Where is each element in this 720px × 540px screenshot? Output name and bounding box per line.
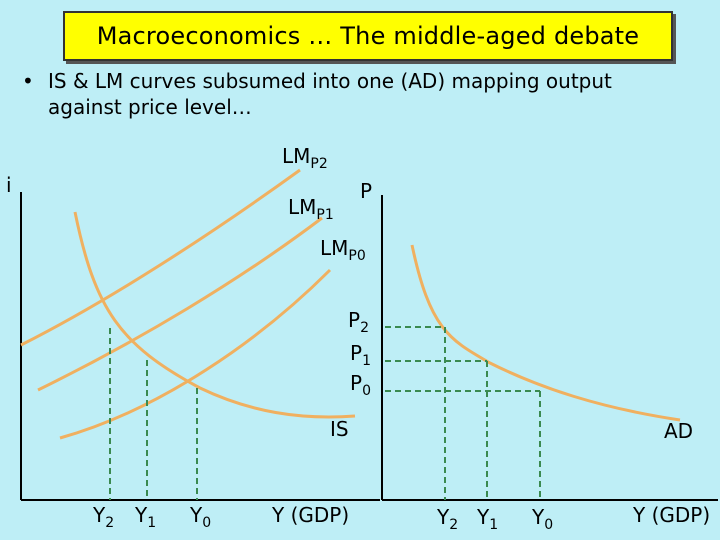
price-label-p1: P1 [350,341,371,369]
lm-p1-label: LMP1 [288,195,334,223]
bullet-text-line1: IS & LM curves subsumed into one (AD) ma… [48,69,612,93]
bullet-point: • IS & LM curves subsumed into one (AD) m… [22,68,712,120]
price-label-p2: P2 [348,308,369,336]
lm-p2-label: LMP2 [282,144,328,172]
right-tick-y2: Y2 [436,505,458,533]
lm-p1-curve [37,216,323,392]
bullet-text-line2: against price level… [48,95,252,119]
left-tick-y1: Y1 [134,503,156,531]
right-y-axis-label: P [360,179,372,203]
right-ad-panel: P P2 P1 P0 AD Y2 Y1 Y0 Y (GDP) [348,179,718,533]
left-x-axis-label: Y (GDP) [271,503,349,527]
left-y-axis-label: i [6,173,12,197]
left-tick-y2: Y2 [92,503,114,531]
lm-p0-curve [59,268,332,440]
ad-label: AD [664,419,693,443]
slide-title: Macroeconomics … The middle-aged debate [63,11,673,61]
lm-p2-curve [20,168,301,347]
right-x-axis-label: Y (GDP) [632,503,710,527]
bullet-dot-icon: • [22,69,34,93]
price-label-p0: P0 [350,371,371,399]
left-is-lm-panel: i LMP2 LMP1 LMP0 IS Y2 Y1 Y0 Y (GDP) [6,144,380,531]
left-tick-y0: Y0 [189,503,211,531]
is-label: IS [330,417,349,441]
is-curve [73,211,356,419]
ad-curve [410,244,681,422]
right-tick-y1: Y1 [476,505,498,533]
right-tick-y0: Y0 [531,505,553,533]
lm-p0-label: LMP0 [320,236,366,264]
slide-title-text: Macroeconomics … The middle-aged debate [96,22,640,50]
